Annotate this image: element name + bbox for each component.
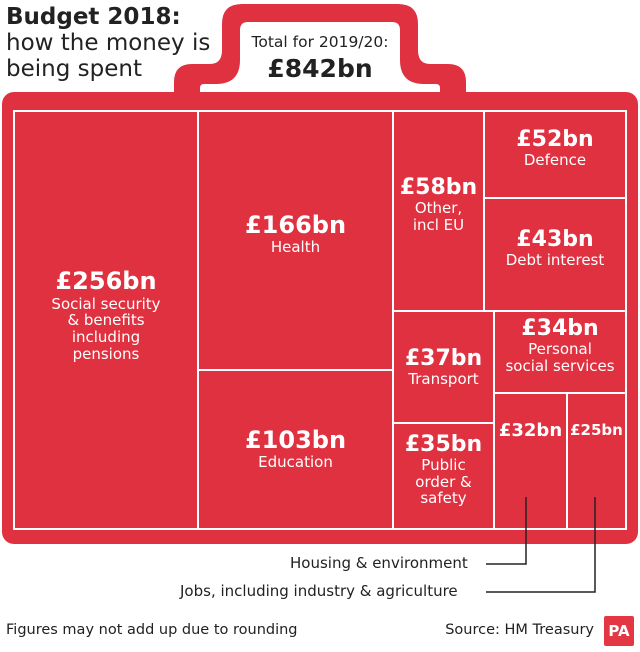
pa-logo: PA <box>604 616 634 646</box>
tile-transport <box>392 310 495 424</box>
tile-other-incl-eu <box>392 110 485 312</box>
subtitle-line-2: being spent <box>6 56 142 82</box>
tile-health <box>197 110 394 371</box>
tile-defence <box>483 110 627 199</box>
tile-debt-interest <box>483 197 627 312</box>
total-label: Total for 2019/20: <box>251 33 389 51</box>
tile-jobs-including-industry-and-agriculture <box>566 392 627 530</box>
tile-personal-social-services <box>493 310 627 394</box>
footer-note: Figures may not add up due to rounding <box>6 622 298 638</box>
title: Budget 2018: <box>6 4 181 30</box>
callout-line-jobs <box>486 497 596 593</box>
tile-housing-and-environment <box>493 392 568 530</box>
tile-education <box>197 369 394 530</box>
total-box: Total for 2019/20: £842bn <box>240 33 400 83</box>
subtitle-line-1: how the money is <box>6 30 211 56</box>
chart-title: Budget 2018: how the money is being spen… <box>6 4 210 82</box>
tile-social-security-and-benefits-including-pensions <box>13 110 199 530</box>
callout-line-housing <box>486 497 527 565</box>
callout-housing-environment: Housing & environment <box>290 554 468 572</box>
briefcase-handle <box>174 4 466 96</box>
total-value: £842bn <box>267 54 373 83</box>
tile-public-order-and-safety <box>392 422 495 530</box>
footer-source: Source: HM Treasury <box>445 622 594 638</box>
callout-jobs-industry-agriculture: Jobs, including industry & agriculture <box>180 582 458 600</box>
